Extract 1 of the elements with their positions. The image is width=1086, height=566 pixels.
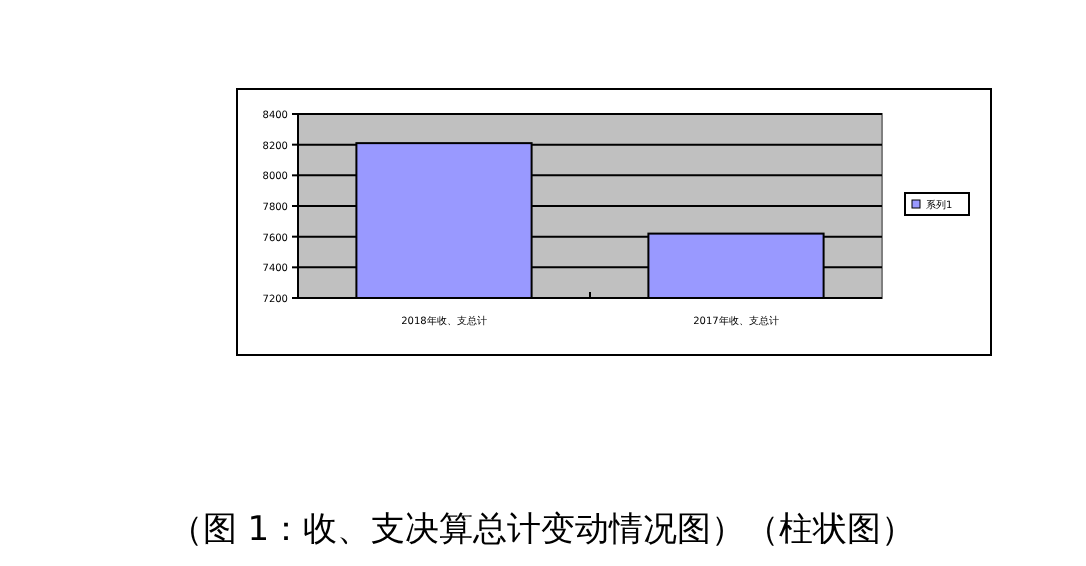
text: （图 1：收、支决算总计变动情况图）（柱状图）: [168, 510, 916, 550]
